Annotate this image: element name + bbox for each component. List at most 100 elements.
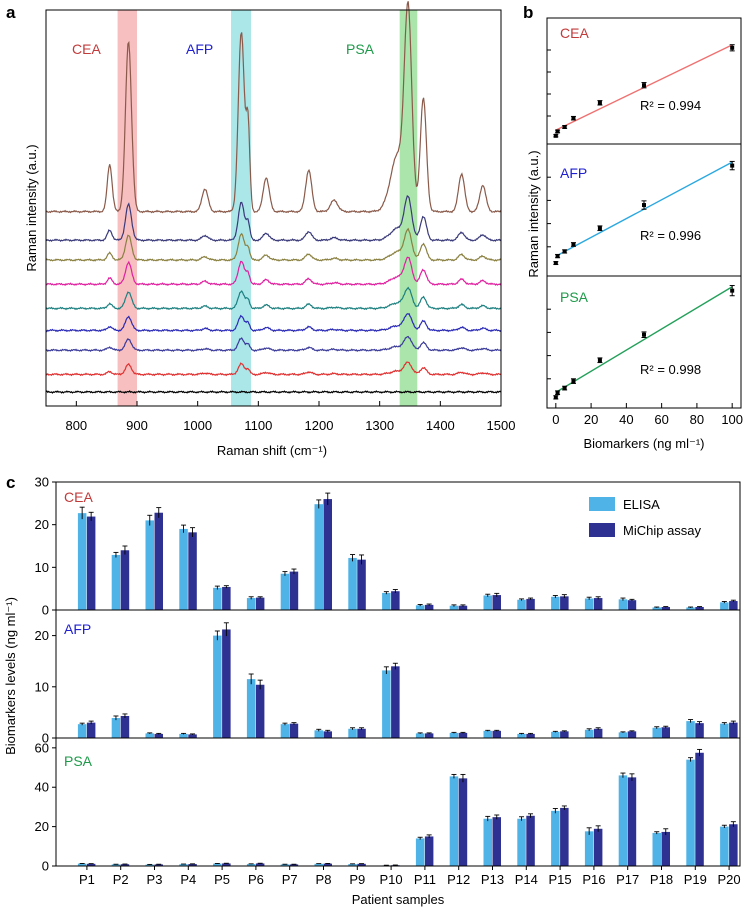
bar-afp-elisa-p14 — [517, 733, 526, 738]
data-point-psa — [553, 395, 558, 400]
spectrum-s1 — [45, 390, 502, 394]
panel-label-c: c — [6, 473, 15, 492]
bar-afp-elisa-p18 — [652, 727, 661, 738]
bar-psa-elisa-p12 — [449, 776, 459, 866]
bar-psa-michip-p2 — [120, 864, 130, 866]
bar-psa-michip-p1 — [86, 863, 96, 866]
spectrum-s4 — [45, 313, 502, 333]
bar-psa-michip-p9 — [357, 863, 366, 866]
spectrum-s5 — [45, 286, 502, 311]
bar-cea-elisa-p16 — [584, 598, 594, 610]
bar-cea-michip-p20 — [729, 601, 738, 610]
bar-afp-michip-p11 — [424, 733, 434, 738]
x-tick-label-a-1000: 1000 — [183, 418, 212, 433]
data-point-afp — [597, 226, 602, 231]
bar-cea-michip-p6 — [255, 597, 265, 610]
x-tick-label-a-1100: 1100 — [244, 418, 272, 433]
bar-afp-elisa-p11 — [415, 733, 425, 738]
x-axis-label-b: Biomarkers (ng ml⁻¹) — [584, 436, 705, 451]
bar-cea-michip-p3 — [154, 512, 163, 610]
bar-cea-elisa-p10 — [382, 592, 391, 610]
band-label-afp: AFP — [186, 41, 213, 57]
x-tick-label-c-p3: P3 — [147, 872, 163, 887]
bar-afp-michip-p5 — [222, 629, 231, 738]
x-tick-label-a-900: 900 — [126, 418, 148, 433]
x-tick-label-b-20: 20 — [584, 412, 598, 427]
bar-afp-michip-p13 — [492, 730, 501, 738]
bar-cea-michip-p16 — [593, 598, 603, 610]
bar-psa-elisa-p15 — [551, 810, 560, 866]
bar-cea-michip-p2 — [120, 550, 130, 610]
bar-afp-elisa-p15 — [551, 731, 560, 738]
bar-afp-michip-p19 — [695, 723, 704, 738]
band-label-cea: CEA — [72, 41, 101, 57]
x-tick-label-c-p16: P16 — [582, 872, 605, 887]
raman-spectra-chart: CEA AFP PSA 800 900 1000 1100 1200 1300 1400 15… — [24, 1, 515, 458]
data-point-cea — [553, 133, 558, 138]
bar-afp-elisa-p8 — [314, 730, 323, 738]
bar-cea-michip-p10 — [391, 591, 400, 610]
bar-psa-elisa-p11 — [415, 838, 425, 866]
bar-cea-elisa-p20 — [720, 602, 729, 610]
data-point-cea — [730, 45, 735, 50]
bar-psa-michip-p7 — [289, 864, 299, 866]
bar-afp-michip-p6 — [255, 684, 265, 738]
bar-psa-michip-p4 — [188, 864, 197, 866]
bar-cea-michip-p9 — [357, 559, 366, 610]
data-point-psa — [730, 288, 735, 293]
bar-cea-elisa-p9 — [348, 557, 357, 610]
bar-cea-michip-p17 — [627, 600, 637, 610]
data-point-afp — [555, 254, 560, 259]
bar-afp-elisa-p17 — [618, 732, 628, 738]
bar-cea-elisa-p1 — [77, 513, 87, 610]
bar-psa-elisa-p4 — [179, 864, 188, 866]
bar-afp-elisa-p9 — [348, 728, 357, 738]
y-tick-label-c-cea: 10 — [35, 560, 49, 575]
bar-psa-elisa-p20 — [720, 826, 729, 866]
x-tick-label-a-1500: 1500 — [487, 418, 516, 433]
x-tick-label-c-p13: P13 — [481, 872, 504, 887]
x-tick-label-c-p4: P4 — [180, 872, 196, 887]
data-point-psa — [597, 358, 602, 363]
spectrum-s9 — [45, 1, 502, 214]
calib-label-afp: AFP — [560, 165, 587, 181]
bar-cea-elisa-p17 — [618, 599, 628, 610]
y-tick-label-c-psa: 40 — [35, 780, 49, 795]
x-tick-label-c-p18: P18 — [650, 872, 673, 887]
x-axis-label-a: Raman shift (cm⁻¹) — [217, 443, 327, 458]
bar-afp-michip-p17 — [627, 731, 637, 738]
x-tick-label-c-p12: P12 — [447, 872, 470, 887]
data-point-cea — [555, 129, 560, 134]
bar-psa-michip-p16 — [593, 828, 603, 866]
calib-label-cea: CEA — [560, 25, 589, 41]
x-tick-label-b-0: 0 — [552, 412, 559, 427]
data-point-afp — [642, 203, 646, 208]
x-tick-label-c-p9: P9 — [349, 872, 365, 887]
bar-afp-elisa-p1 — [77, 724, 87, 738]
data-point-afp — [730, 163, 735, 168]
bar-cea-michip-p18 — [661, 607, 670, 610]
x-tick-label-c-p17: P17 — [616, 872, 639, 887]
bar-cea-michip-p1 — [86, 516, 96, 610]
plot-frame-a — [45, 9, 502, 407]
bar-cea-michip-p8 — [323, 499, 332, 610]
bar-cea-elisa-p2 — [111, 554, 121, 610]
bar-afp-elisa-p16 — [584, 729, 594, 738]
bar-psa-michip-p19 — [695, 752, 704, 866]
y-tick-label-c-afp: 20 — [35, 628, 49, 643]
bar-cea-elisa-p4 — [179, 528, 188, 610]
bar-afp-michip-p16 — [593, 728, 603, 738]
x-axis-ticks-a: 800 900 1000 1100 1200 1300 1400 1500 — [65, 401, 515, 433]
bar-panel-label-cea: CEA — [64, 489, 93, 505]
bar-psa-elisa-p17 — [618, 775, 628, 866]
bar-psa-michip-p11 — [424, 836, 434, 866]
spectra-lines — [45, 1, 502, 394]
bar-afp-elisa-p13 — [483, 730, 492, 738]
bar-panel-label-psa: PSA — [64, 753, 93, 769]
y-tick-label-c-cea: 0 — [42, 603, 49, 618]
bar-afp-elisa-p5 — [213, 635, 222, 738]
data-point-psa — [562, 386, 567, 391]
data-point-psa — [555, 390, 560, 395]
bar-psa-elisa-p1 — [77, 863, 87, 866]
